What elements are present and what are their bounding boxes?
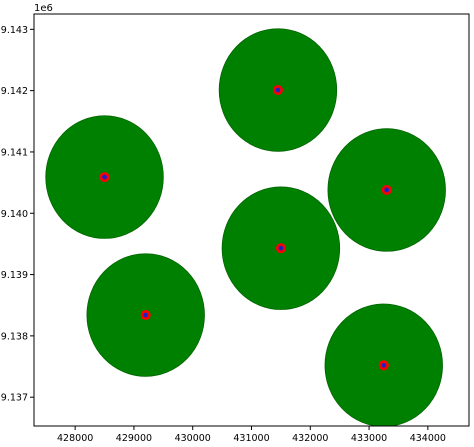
y-tick-label: 9.141 [1,147,28,158]
x-tick-label: 431000 [233,433,269,444]
x-tick-label: 429000 [116,433,152,444]
y-tick-label: 9.139 [1,270,28,281]
point-marker-1 [102,174,107,180]
x-axis: 428000 429000 430000 431000 432000 433000 4340… [57,426,446,444]
y-tick-label: 9.140 [1,209,28,220]
y-tick-label: 9.137 [1,393,28,404]
y-tick-label: 9.143 [1,25,28,36]
marker-layer [99,85,392,371]
x-tick-label: 434000 [410,433,446,444]
x-tick-label: 432000 [292,433,328,444]
point-marker-3 [384,187,390,193]
x-tick-label: 430000 [175,433,211,444]
x-tick-label: 433000 [351,433,387,444]
y-tick-label: 9.142 [1,86,28,97]
y-offset-label: 1e6 [34,3,53,14]
point-marker-5 [143,312,149,318]
point-marker-4 [278,245,284,251]
x-tick-label: 428000 [57,433,93,444]
buffer-layer [45,28,446,426]
point-marker-6 [381,362,387,368]
point-marker-2 [275,87,281,93]
y-tick-label: 9.138 [1,331,28,342]
y-axis: 9.137 9.138 9.139 9.140 9.141 9.142 9.143 [1,25,34,404]
